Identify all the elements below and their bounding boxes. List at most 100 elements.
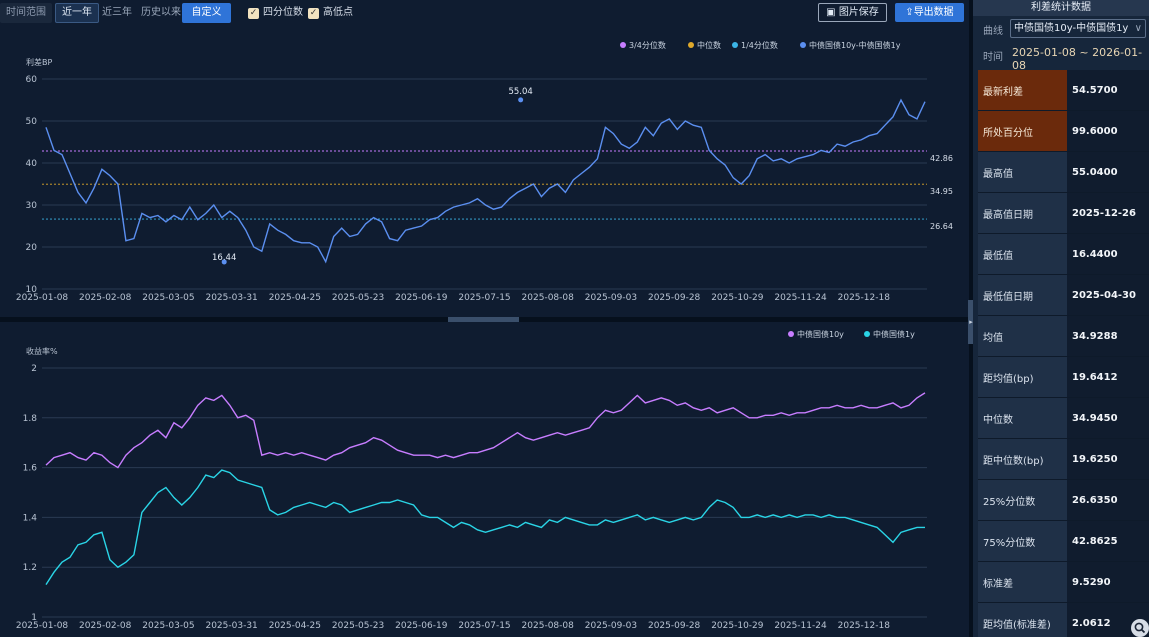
time-range-value: 2025-01-08 ~ 2026-01-08 [1012, 46, 1143, 72]
x-tick-label: 2025-03-05 [142, 293, 194, 303]
stat-key: 所处百分位 [978, 111, 1067, 151]
y-tick-label: 1.4 [23, 513, 38, 523]
x-tick-label: 2025-04-25 [269, 621, 321, 631]
stat-row: 最低值 16.4400 [978, 234, 1149, 275]
stat-key: 最低值日期 [978, 275, 1067, 315]
legend-label: 中债国债10y [797, 329, 844, 339]
x-tick-label: 2025-09-28 [648, 621, 701, 631]
x-tick-label: 2025-02-08 [79, 621, 132, 631]
x-tick-label: 2025-07-15 [458, 621, 510, 631]
stat-row: 距均值(标准差) 2.0612 [978, 603, 1149, 637]
legend-label: 中债国债1y [873, 329, 915, 339]
save-icon: ▣ [826, 7, 839, 18]
export-data-button[interactable]: ⇪导出数据 [895, 3, 964, 22]
x-tick-label: 2025-09-28 [648, 293, 701, 303]
range-history-button[interactable]: 历史以来 [141, 7, 181, 18]
stat-row: 最高值日期 2025-12-26 [978, 193, 1149, 234]
high-low-checkbox[interactable]: ✓ 高低点 [308, 6, 353, 20]
chevron-down-icon: ∨ [1134, 23, 1142, 34]
series-line [45, 98, 926, 264]
high-low-label: 高低点 [323, 7, 353, 18]
search-icon [1134, 622, 1146, 634]
y-tick-label: 20 [26, 243, 38, 253]
stat-value: 99.6000 [1067, 111, 1149, 151]
search-icon-button[interactable] [1131, 619, 1149, 637]
x-tick-label: 2025-03-31 [205, 293, 257, 303]
stat-row: 距均值(bp) 19.6412 [978, 357, 1149, 398]
collapse-panel-icon[interactable]: ▸ [968, 300, 974, 344]
stat-value: 16.4400 [1067, 234, 1149, 274]
stat-row: 最高值 55.0400 [978, 152, 1149, 193]
quartile-checkbox[interactable]: ✓ 四分位数 [248, 6, 303, 20]
stat-key: 最低值 [978, 234, 1067, 274]
series-line [45, 392, 926, 469]
x-tick-label: 2025-01-08 [16, 621, 69, 631]
stat-row: 标准差 9.5290 [978, 562, 1149, 603]
x-tick-label: 2025-06-19 [395, 621, 448, 631]
x-tick-label: 2025-06-19 [395, 293, 448, 303]
legend-swatch [688, 42, 694, 48]
stat-value: 9.5290 [1067, 562, 1149, 602]
x-tick-label: 2025-12-18 [838, 621, 891, 631]
legend-swatch [620, 42, 626, 48]
export-label: 导出数据 [913, 7, 954, 18]
legend-label: 中债国债10y-中债国债1y [809, 40, 901, 50]
y-tick-label: 50 [26, 117, 38, 127]
check-icon: ✓ [308, 7, 319, 19]
y-tick-label: 1 [31, 613, 37, 623]
legend-label: 中位数 [697, 40, 721, 50]
curve-label: 曲线 [983, 26, 1003, 37]
export-icon: ⇪ [905, 7, 914, 18]
x-tick-label: 2025-05-23 [332, 293, 384, 303]
x-tick-label: 2025-05-23 [332, 621, 384, 631]
check-icon: ✓ [248, 7, 259, 19]
stat-row: 75%分位数 42.8625 [978, 521, 1149, 562]
reference-label: 34.95 [930, 187, 953, 196]
range-1y-button[interactable]: 近一年 [55, 3, 99, 23]
y-tick-label: 60 [26, 75, 38, 85]
y-tick-label: 10 [26, 285, 38, 295]
y-tick-label: 2 [31, 364, 37, 374]
reference-label: 26.64 [930, 222, 953, 231]
stat-value: 26.6350 [1067, 480, 1149, 520]
stat-row: 均值 34.9288 [978, 316, 1149, 357]
stat-key: 距中位数(bp) [978, 439, 1067, 479]
legend-swatch [864, 331, 870, 337]
stat-value: 34.9288 [1067, 316, 1149, 356]
legend-swatch [800, 42, 806, 48]
panel-title: 利差统计数据 [973, 0, 1149, 16]
spread-chart[interactable]: 10 20 30 40 50 60 利差BP 2025-01-08 2025-02-08 2025… [0, 0, 970, 317]
save-image-button[interactable]: ▣ 图片保存 [818, 3, 887, 22]
splitter-handle[interactable] [448, 317, 519, 322]
extreme-point [221, 259, 227, 265]
reference-label: 42.86 [930, 154, 953, 163]
stat-row: 最低值日期 2025-04-30 [978, 275, 1149, 316]
chart-area: 时间范围 近一年 近三年 历史以来 自定义 ✓ 四分位数 ✓ 高低点 ▣ 图片保存 … [0, 0, 970, 637]
extreme-label: 55.04 [508, 87, 532, 97]
curve-select-value: 中债国债10y-中债国债1y [1014, 23, 1129, 34]
y-tick-label: 30 [26, 201, 38, 211]
stats-table: 最新利差 54.5700 所处百分位 99.6000 最高值 55.0400 最高值日期 20… [978, 70, 1149, 637]
quartile-label: 四分位数 [263, 7, 303, 18]
extreme-point [518, 97, 524, 103]
stat-value: 55.0400 [1067, 152, 1149, 192]
legend-swatch [732, 42, 738, 48]
stat-key: 距均值(标准差) [978, 603, 1067, 637]
curve-selector-row: 曲线 中债国债10y-中债国债1y ∨ [973, 18, 1149, 40]
yield-chart[interactable]: 1 1.2 1.4 1.6 1.8 2 收益率% 2025-01-08 2025-02-08 20… [0, 322, 970, 637]
stat-row: 最新利差 54.5700 [978, 70, 1149, 111]
range-3y-button[interactable]: 近三年 [102, 7, 132, 18]
stat-row: 所处百分位 99.6000 [978, 111, 1149, 152]
stat-value: 2025-12-26 [1067, 193, 1149, 233]
y-axis-label: 收益率% [26, 346, 58, 356]
x-tick-label: 2025-01-08 [16, 293, 69, 303]
stat-key: 中位数 [978, 398, 1067, 438]
x-tick-label: 2025-10-29 [711, 293, 764, 303]
x-tick-label: 2025-03-31 [205, 621, 257, 631]
curve-select[interactable]: 中债国债10y-中债国债1y ∨ [1010, 19, 1146, 38]
y-tick-label: 40 [26, 159, 38, 169]
save-label: 图片保存 [838, 7, 879, 18]
range-custom-button[interactable]: 自定义 [182, 3, 231, 23]
x-tick-label: 2025-04-25 [269, 293, 321, 303]
